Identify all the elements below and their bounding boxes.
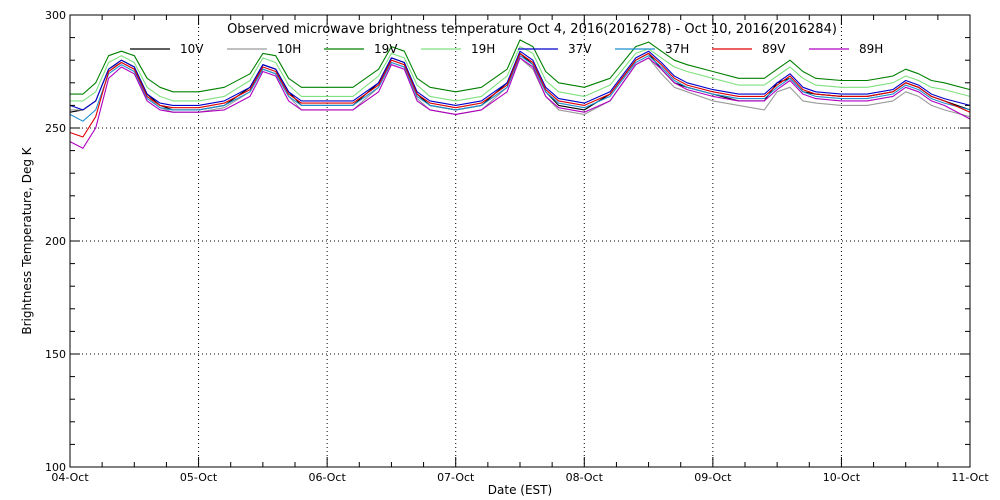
x-tick-label: 11-Oct [951,471,989,484]
y-tick-label: 200 [45,235,66,248]
legend-label-89h: 89H [859,42,883,56]
series-line-19v [70,39,971,95]
series-line-37h [69,55,971,122]
y-tick-label: 100 [45,461,66,474]
legend-label-19v: 19V [374,42,398,56]
series-line-89v [69,52,971,138]
series-line-37v [69,50,971,111]
x-tick-label: 08-Oct [566,471,604,484]
x-tick-label: 07-Oct [437,471,475,484]
x-tick-label: 09-Oct [694,471,732,484]
axis-ticks: 100 150 200 250 300 04-Oct 05-Oct 06-Oct 07-Oct 0… [45,9,989,484]
y-tick-label: 150 [45,348,66,361]
series-line-89h [69,57,971,149]
legend-label-37v: 37V [568,42,592,56]
x-tick-label: 05-Oct [180,471,218,484]
chart-title: Observed microwave brightness temperatur… [227,22,837,37]
legend: 10V 10H 19V 19H 37V 37H 89V 89H [130,42,883,56]
legend-label-19h: 19H [471,42,495,56]
legend-label-10v: 10V [180,42,204,56]
legend-label-37h: 37H [665,42,689,56]
x-axis-title: Date (EST) [488,483,552,497]
legend-label-89v: 89V [762,42,786,56]
x-tick-label: 06-Oct [308,471,346,484]
y-tick-label: 250 [45,122,66,135]
series-line-19h [70,46,971,102]
x-tick-label: 04-Oct [51,471,89,484]
legend-label-10h: 10H [277,42,301,56]
gridlines [70,15,970,467]
y-axis-title: Brightness Temperature, Deg K [20,146,34,334]
series-lines [69,39,971,149]
y-tick-label: 300 [45,9,66,22]
series-line-10v [69,52,971,113]
x-tick-label: 10-Oct [823,471,861,484]
